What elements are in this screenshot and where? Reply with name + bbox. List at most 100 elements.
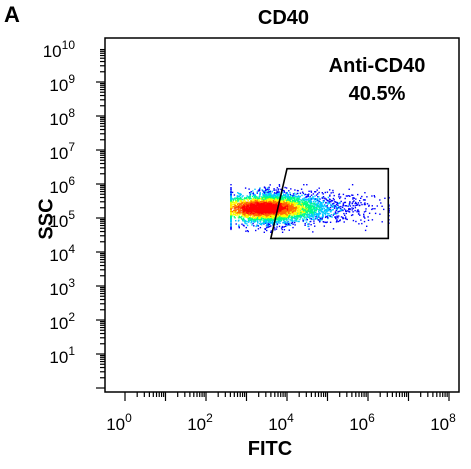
data-point bbox=[266, 197, 268, 199]
data-point bbox=[293, 200, 295, 203]
data-point bbox=[286, 193, 288, 195]
data-point bbox=[234, 198, 236, 200]
data-point bbox=[336, 202, 339, 205]
data-point bbox=[245, 197, 247, 200]
data-point bbox=[282, 192, 284, 194]
data-point bbox=[321, 203, 323, 205]
data-point bbox=[344, 197, 346, 200]
data-point bbox=[283, 219, 285, 222]
data-point bbox=[268, 218, 270, 220]
data-point bbox=[267, 223, 269, 225]
data-point bbox=[270, 195, 272, 197]
data-point bbox=[268, 217, 271, 219]
data-point bbox=[288, 229, 290, 231]
data-point bbox=[320, 202, 323, 204]
data-point bbox=[242, 218, 245, 220]
data-point bbox=[249, 206, 251, 209]
data-point bbox=[265, 209, 267, 211]
data-point bbox=[255, 202, 257, 204]
data-point bbox=[305, 217, 308, 219]
data-point bbox=[290, 216, 292, 219]
data-point bbox=[327, 207, 329, 209]
data-point bbox=[277, 215, 279, 217]
data-point bbox=[257, 198, 259, 200]
data-point bbox=[243, 209, 245, 212]
data-point bbox=[275, 192, 277, 195]
data-point bbox=[251, 224, 253, 226]
data-point bbox=[296, 202, 298, 204]
data-point bbox=[284, 207, 287, 209]
data-point bbox=[357, 203, 359, 206]
data-point bbox=[230, 228, 232, 231]
data-point bbox=[267, 192, 269, 195]
data-point bbox=[255, 210, 257, 212]
data-point bbox=[323, 210, 326, 212]
data-point bbox=[252, 204, 254, 207]
data-point bbox=[237, 216, 239, 218]
data-point bbox=[247, 206, 249, 208]
data-point bbox=[312, 203, 315, 205]
data-point bbox=[335, 217, 337, 219]
data-point bbox=[235, 214, 237, 217]
data-point bbox=[260, 209, 262, 211]
data-point bbox=[349, 202, 351, 204]
data-point bbox=[280, 215, 282, 217]
data-point bbox=[254, 209, 256, 211]
data-point bbox=[335, 203, 338, 206]
data-point bbox=[287, 197, 289, 199]
data-point bbox=[291, 201, 293, 203]
data-point bbox=[272, 199, 275, 202]
data-point bbox=[295, 196, 297, 198]
data-point bbox=[319, 221, 321, 223]
data-point bbox=[240, 199, 243, 201]
data-point bbox=[310, 204, 312, 206]
data-point bbox=[364, 217, 366, 219]
data-point bbox=[297, 210, 299, 212]
data-point bbox=[330, 209, 333, 212]
data-point bbox=[313, 200, 315, 203]
data-point bbox=[342, 203, 345, 206]
data-point bbox=[259, 188, 261, 190]
data-point bbox=[345, 212, 347, 215]
data-point bbox=[330, 199, 333, 202]
data-point bbox=[260, 214, 262, 217]
data-point bbox=[279, 203, 281, 206]
data-point bbox=[254, 211, 257, 213]
data-point bbox=[352, 201, 354, 203]
data-point bbox=[308, 207, 311, 209]
data-point bbox=[307, 206, 309, 209]
data-point bbox=[235, 200, 237, 202]
data-point bbox=[268, 209, 270, 211]
data-point bbox=[277, 199, 279, 201]
data-point bbox=[244, 215, 246, 217]
data-point bbox=[230, 219, 232, 221]
data-point bbox=[304, 193, 307, 196]
data-point bbox=[307, 204, 310, 206]
data-point bbox=[309, 206, 312, 209]
data-point bbox=[245, 207, 248, 210]
data-point bbox=[266, 195, 268, 197]
data-point bbox=[276, 192, 278, 194]
data-point bbox=[282, 217, 284, 220]
data-point bbox=[351, 209, 353, 211]
data-point bbox=[245, 203, 247, 205]
data-point bbox=[364, 199, 366, 201]
data-point bbox=[295, 198, 298, 201]
data-point bbox=[262, 215, 264, 217]
data-point bbox=[346, 218, 348, 221]
data-point bbox=[241, 218, 243, 220]
data-point bbox=[245, 210, 248, 212]
data-point bbox=[267, 206, 269, 208]
data-point bbox=[250, 222, 252, 224]
data-point bbox=[264, 202, 266, 204]
data-point bbox=[282, 199, 284, 201]
data-point bbox=[308, 200, 311, 202]
data-point bbox=[353, 200, 355, 202]
data-point bbox=[251, 199, 253, 201]
data-point bbox=[278, 184, 281, 186]
data-point bbox=[315, 207, 318, 209]
data-point bbox=[267, 221, 270, 223]
data-point bbox=[253, 207, 255, 209]
data-point bbox=[297, 201, 299, 203]
data-point bbox=[247, 213, 250, 216]
